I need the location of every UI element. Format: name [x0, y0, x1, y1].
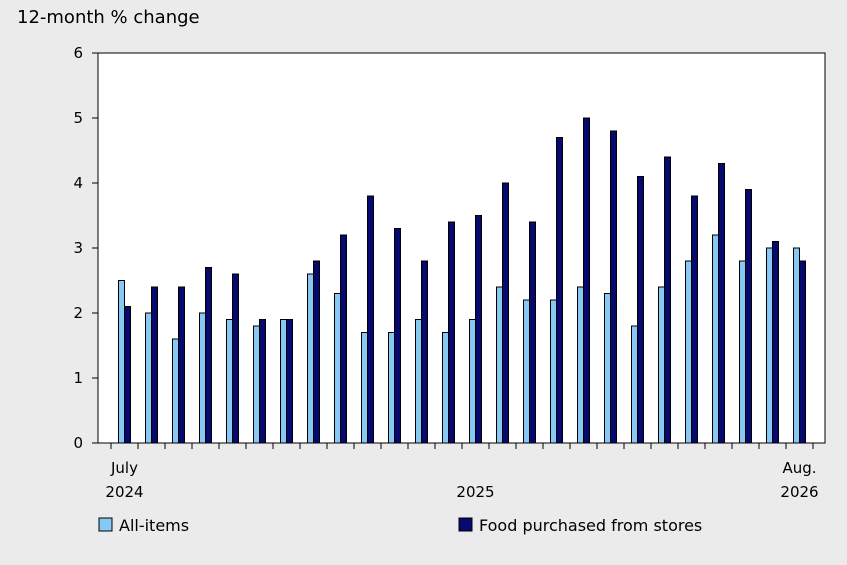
bar-food-purchased-from-stores [286, 319, 293, 444]
bar-all-items [253, 325, 260, 444]
y-tick-label: 6 [73, 44, 83, 62]
bar-food-purchased-from-stores [259, 319, 266, 444]
bar-all-items [280, 319, 287, 444]
y-tick-label: 2 [73, 304, 83, 322]
bar-food-purchased-from-stores [475, 215, 482, 444]
bar-all-items [766, 247, 773, 444]
bar-all-items [523, 299, 530, 444]
x-tick-label: 2025 [456, 483, 494, 501]
bar-all-items [712, 234, 719, 444]
bar-all-items [793, 247, 800, 444]
bar-food-purchased-from-stores [124, 306, 131, 444]
bar-food-purchased-from-stores [583, 117, 590, 444]
bar-all-items [307, 273, 314, 444]
bar-food-purchased-from-stores [151, 286, 158, 444]
bar-all-items [442, 332, 449, 444]
legend-swatch [98, 517, 113, 532]
x-tick-label: 2024 [105, 483, 143, 501]
y-tick-label: 5 [73, 109, 83, 127]
y-tick-label: 4 [73, 174, 83, 192]
bar-food-purchased-from-stores [502, 182, 509, 444]
bar-all-items [604, 293, 611, 444]
bar-food-purchased-from-stores [394, 228, 401, 444]
bar-all-items [118, 280, 125, 444]
bar-food-purchased-from-stores [529, 221, 536, 444]
bar-food-purchased-from-stores [691, 195, 698, 444]
bar-all-items [226, 319, 233, 444]
x-tick-label: July [110, 459, 138, 477]
bar-food-purchased-from-stores [178, 286, 185, 444]
y-tick-label: 3 [73, 239, 83, 257]
bar-all-items [685, 260, 692, 444]
bar-food-purchased-from-stores [610, 130, 617, 444]
bar-all-items [199, 312, 206, 444]
bars [118, 117, 806, 444]
legend-swatch [458, 517, 473, 532]
bar-food-purchased-from-stores [637, 176, 644, 444]
chart-title: 12-month % change [17, 7, 200, 28]
legend-label: All-items [119, 516, 189, 535]
y-axis: 0 1 2 3 4 5 6 [73, 44, 98, 452]
bar-all-items [739, 260, 746, 444]
x-tick-label: 2026 [780, 483, 818, 501]
bar-all-items [415, 319, 422, 444]
bar-food-purchased-from-stores [718, 163, 725, 444]
bar-all-items [469, 319, 476, 444]
y-tick-label: 1 [73, 369, 83, 387]
legend-label: Food purchased from stores [479, 516, 702, 535]
bar-food-purchased-from-stores [772, 241, 779, 444]
bar-food-purchased-from-stores [205, 267, 212, 444]
x-axis: July 2024 2025 Aug. 2026 [105, 443, 819, 501]
bar-food-purchased-from-stores [799, 260, 806, 444]
bar-all-items [361, 332, 368, 444]
bar-food-purchased-from-stores [556, 137, 563, 444]
bar-food-purchased-from-stores [745, 189, 752, 444]
bar-food-purchased-from-stores [313, 260, 320, 444]
bar-all-items [145, 312, 152, 444]
bar-all-items [496, 286, 503, 444]
plot-area [97, 52, 826, 444]
bar-food-purchased-from-stores [421, 260, 428, 444]
bar-all-items [550, 299, 557, 444]
legend: All-items Food purchased from stores [98, 516, 702, 535]
bar-food-purchased-from-stores [664, 156, 671, 444]
bar-food-purchased-from-stores [367, 195, 374, 444]
y-tick-label: 0 [73, 434, 83, 452]
bar-all-items [388, 332, 395, 444]
bar-all-items [631, 325, 638, 444]
bar-all-items [577, 286, 584, 444]
bar-all-items [658, 286, 665, 444]
x-tick-label: Aug. [782, 459, 816, 477]
bar-all-items [334, 293, 341, 444]
bar-food-purchased-from-stores [448, 221, 455, 444]
bar-food-purchased-from-stores [340, 234, 347, 444]
bar-food-purchased-from-stores [232, 273, 239, 444]
bar-all-items [172, 338, 179, 444]
